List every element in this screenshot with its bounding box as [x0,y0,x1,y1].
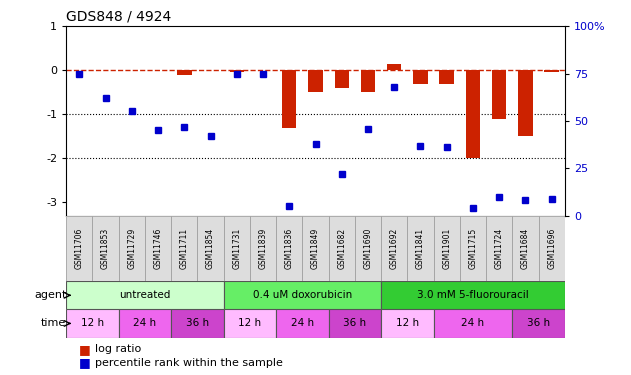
Text: percentile rank within the sample: percentile rank within the sample [95,358,283,368]
Text: GSM11839: GSM11839 [259,228,268,269]
Bar [66,216,93,281]
Text: GSM11715: GSM11715 [468,228,478,269]
Bar [66,281,223,309]
Bar [302,216,329,281]
Bar [387,64,401,70]
Bar [512,216,538,281]
Text: GDS848 / 4924: GDS848 / 4924 [66,10,172,24]
Bar [93,216,119,281]
Bar [223,216,250,281]
Text: 12 h: 12 h [239,318,261,328]
Text: GSM11841: GSM11841 [416,228,425,269]
Bar [381,309,433,338]
Bar [334,70,349,88]
Text: GSM11690: GSM11690 [363,228,372,269]
Text: GSM11684: GSM11684 [521,228,530,269]
Bar [119,216,145,281]
Bar [329,309,381,338]
Text: 24 h: 24 h [461,318,485,328]
Bar [433,309,512,338]
Text: 0.4 uM doxorubicin: 0.4 uM doxorubicin [253,290,352,300]
Text: untreated: untreated [119,290,170,300]
Bar [408,216,433,281]
Bar [177,70,192,75]
Bar [460,216,486,281]
Text: ■: ■ [79,343,91,356]
Bar [171,309,223,338]
Bar [329,216,355,281]
Text: GSM11849: GSM11849 [311,228,320,269]
Text: GSM11746: GSM11746 [153,228,163,269]
Bar [276,216,302,281]
Bar [512,309,565,338]
Bar [145,216,171,281]
Text: GSM11696: GSM11696 [547,228,556,269]
Bar [413,70,428,84]
Bar [282,70,297,128]
Bar [381,281,565,309]
Bar [486,216,512,281]
Bar [66,309,119,338]
Bar [492,70,506,119]
Text: ■: ■ [79,356,91,369]
Bar [223,309,276,338]
Text: 36 h: 36 h [343,318,367,328]
Bar [381,216,408,281]
Text: GSM11706: GSM11706 [75,228,84,269]
Text: 36 h: 36 h [527,318,550,328]
Text: 12 h: 12 h [81,318,104,328]
Text: 24 h: 24 h [133,318,156,328]
Bar [276,309,329,338]
Text: GSM11836: GSM11836 [285,228,294,269]
Bar [223,281,381,309]
Text: GSM11729: GSM11729 [127,228,136,269]
Text: 12 h: 12 h [396,318,419,328]
Bar [466,70,480,158]
Bar [171,216,198,281]
Text: GSM11724: GSM11724 [495,228,504,269]
Bar [518,70,533,136]
Text: 36 h: 36 h [186,318,209,328]
Bar [538,216,565,281]
Text: GSM11692: GSM11692 [390,228,399,269]
Text: 3.0 mM 5-fluorouracil: 3.0 mM 5-fluorouracil [417,290,529,300]
Text: GSM11711: GSM11711 [180,228,189,269]
Bar [433,216,460,281]
Text: 24 h: 24 h [291,318,314,328]
Text: GSM11682: GSM11682 [337,228,346,269]
Text: GSM11854: GSM11854 [206,228,215,269]
Text: GSM11901: GSM11901 [442,228,451,269]
Bar [439,70,454,84]
Bar [309,70,322,92]
Bar [119,309,171,338]
Bar [230,70,244,72]
Bar [198,216,223,281]
Text: log ratio: log ratio [95,344,141,354]
Text: GSM11853: GSM11853 [101,228,110,269]
Bar [361,70,375,92]
Bar [355,216,381,281]
Text: GSM11731: GSM11731 [232,228,241,269]
Bar [545,70,559,72]
Text: time: time [41,318,66,328]
Bar [250,216,276,281]
Text: agent: agent [34,290,66,300]
